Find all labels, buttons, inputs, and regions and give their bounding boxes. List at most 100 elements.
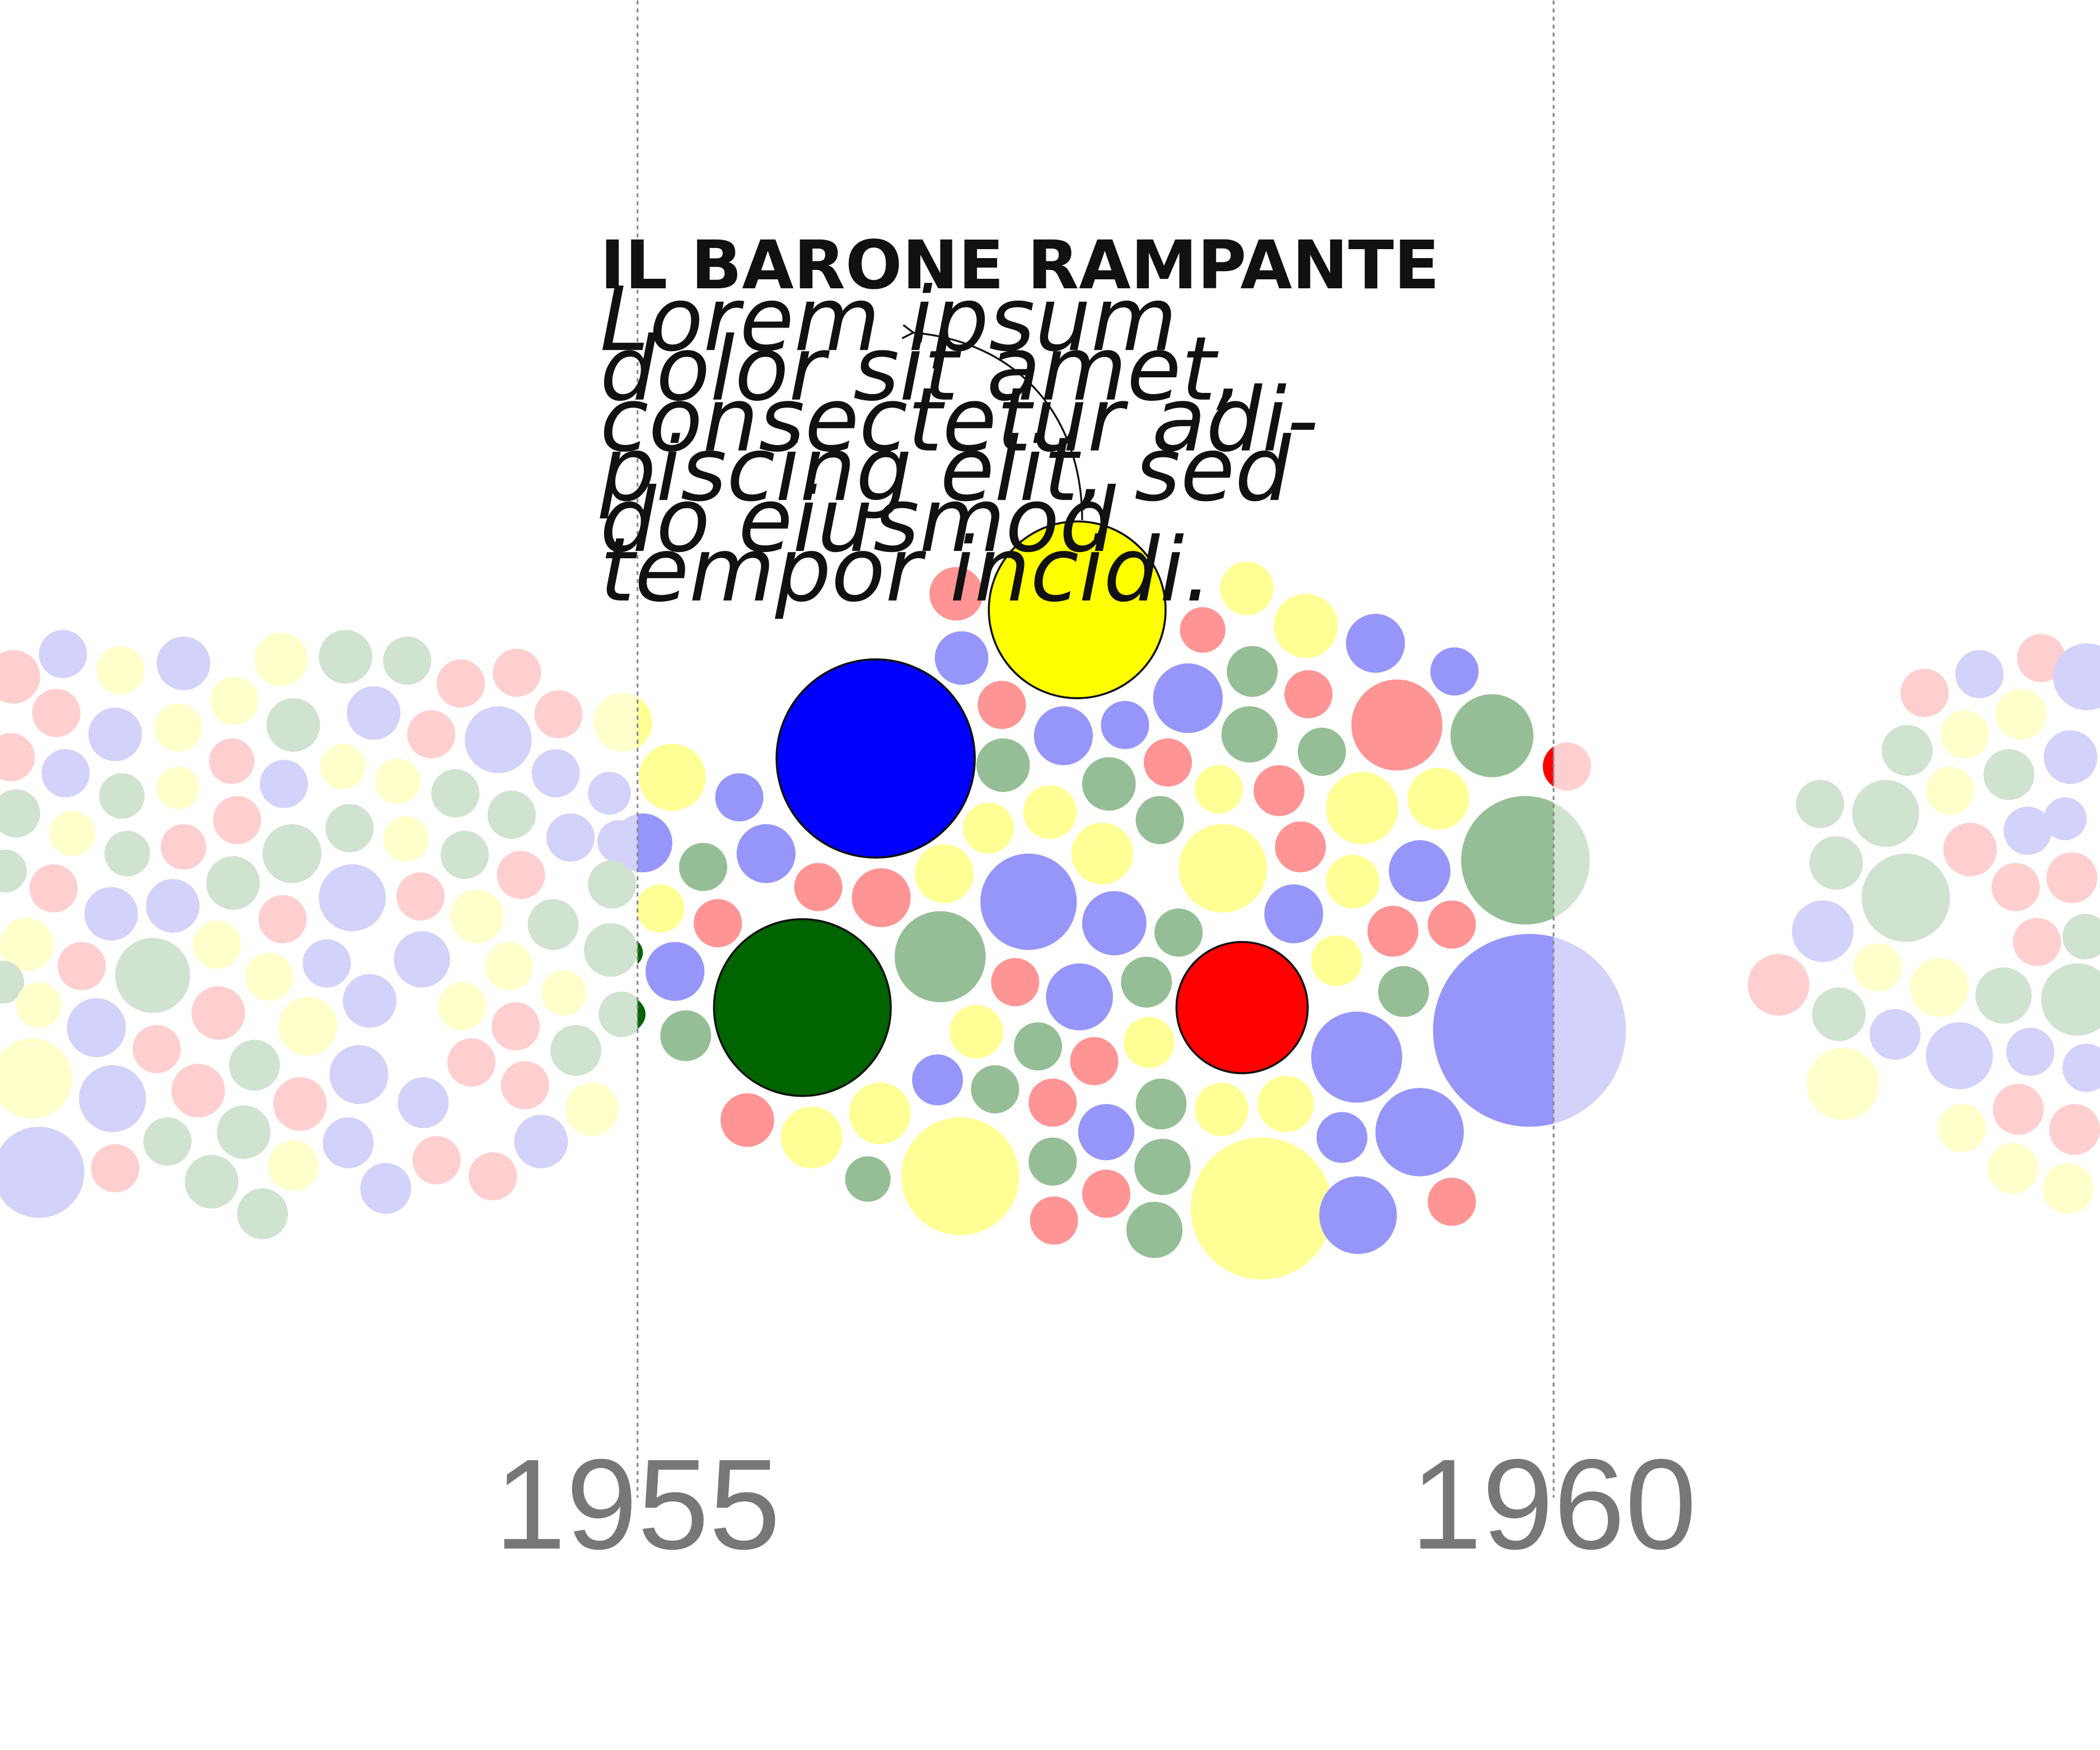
bubble — [209, 738, 255, 784]
bubble — [396, 872, 445, 921]
bubble — [1926, 1022, 1993, 1089]
bubble — [2041, 963, 2100, 1036]
bubble — [57, 942, 106, 990]
bubble — [660, 1010, 712, 1061]
bubble — [319, 630, 373, 684]
bubble — [319, 864, 386, 932]
bubble — [143, 1117, 192, 1166]
bubble — [41, 749, 90, 798]
annotation-line: dolor sit amet, — [600, 318, 1244, 421]
bubble — [146, 879, 200, 933]
bubble — [394, 931, 450, 988]
bubble — [0, 789, 40, 838]
bubble — [1450, 694, 1534, 778]
bubble — [1221, 706, 1278, 763]
annotation-line: Lorem ipsum — [600, 268, 1177, 371]
bubble — [1900, 668, 1949, 717]
bubble — [104, 831, 150, 877]
bubble — [1553, 802, 1590, 918]
bubble — [497, 850, 545, 900]
bubble — [1013, 1022, 1063, 1071]
bubble — [329, 1045, 389, 1105]
bubble — [1852, 780, 1920, 847]
bubble — [343, 974, 397, 1028]
bubble — [1134, 1139, 1191, 1195]
bubble — [193, 920, 241, 969]
bubble — [1101, 701, 1149, 750]
bubble — [322, 1117, 374, 1168]
bubble — [980, 853, 1077, 950]
bubble — [501, 1061, 549, 1110]
bubble — [154, 703, 203, 752]
bubble — [584, 923, 638, 977]
bubble — [639, 743, 706, 811]
bubble — [1257, 1075, 1314, 1133]
bubble — [268, 1140, 319, 1191]
bubble — [1553, 742, 1591, 791]
bubble — [1910, 958, 1969, 1017]
bubble — [156, 766, 200, 810]
bubble-edge — [637, 941, 643, 965]
bubble — [67, 998, 126, 1058]
bubble — [934, 631, 989, 685]
bubble — [1428, 1177, 1476, 1226]
bubble — [2006, 1027, 2055, 1076]
bubble — [1311, 1012, 1402, 1103]
bubble — [1135, 1078, 1187, 1130]
bubble-edge — [1542, 746, 1554, 787]
bubble — [1938, 1104, 1986, 1153]
bubble — [1428, 900, 1476, 949]
bubble — [1180, 607, 1226, 653]
bubble — [1795, 780, 1845, 829]
bubble — [210, 676, 259, 726]
highlight-bubble-yellow[interactable] — [988, 520, 1167, 700]
bubble — [1987, 1143, 2038, 1194]
bubble — [32, 689, 81, 737]
bubble — [1178, 824, 1268, 913]
bubble — [914, 844, 974, 904]
bubble — [1346, 614, 1405, 673]
bubble — [450, 890, 504, 944]
highlighted-bubbles — [713, 520, 1309, 1097]
bubble — [383, 816, 429, 862]
annotation-line: consectetur adi- — [600, 369, 1319, 472]
bubble — [29, 864, 78, 913]
bubble — [541, 970, 587, 1016]
bubble — [1274, 593, 1338, 658]
bubble — [531, 749, 580, 798]
bubble — [1070, 1037, 1119, 1085]
bubble — [1809, 836, 1863, 890]
bubble — [1284, 670, 1333, 719]
bubble — [2062, 1044, 2100, 1092]
bubble — [1993, 1084, 2044, 1135]
bubble — [2042, 1163, 2094, 1214]
highlight-bubble-green[interactable] — [713, 918, 892, 1097]
bubble — [679, 843, 727, 891]
bubble — [1975, 967, 2032, 1024]
bubble — [1028, 1078, 1077, 1127]
bubble — [1807, 1047, 1879, 1120]
highlight-bubble-blue[interactable] — [775, 658, 976, 859]
bubble — [407, 710, 456, 759]
bubble — [465, 706, 532, 774]
bubble — [0, 650, 40, 704]
bubble — [1028, 1137, 1077, 1186]
highlight-bubble-red[interactable] — [1175, 940, 1309, 1074]
bubble — [2053, 643, 2100, 710]
bubble — [0, 849, 27, 893]
bubble — [1046, 963, 1113, 1031]
bubble — [260, 760, 308, 808]
bubble — [514, 1115, 568, 1168]
bubble — [0, 918, 54, 972]
bubble — [646, 942, 705, 1001]
bubble — [438, 982, 487, 1031]
bubble — [2062, 914, 2100, 960]
bubble — [1135, 796, 1184, 844]
bubble — [1311, 935, 1362, 986]
bubble — [1082, 891, 1147, 956]
bubble — [1461, 796, 1554, 925]
bubble — [79, 1065, 146, 1133]
bubble — [1154, 908, 1203, 957]
bubble — [1275, 821, 1326, 873]
bubble — [39, 630, 87, 679]
